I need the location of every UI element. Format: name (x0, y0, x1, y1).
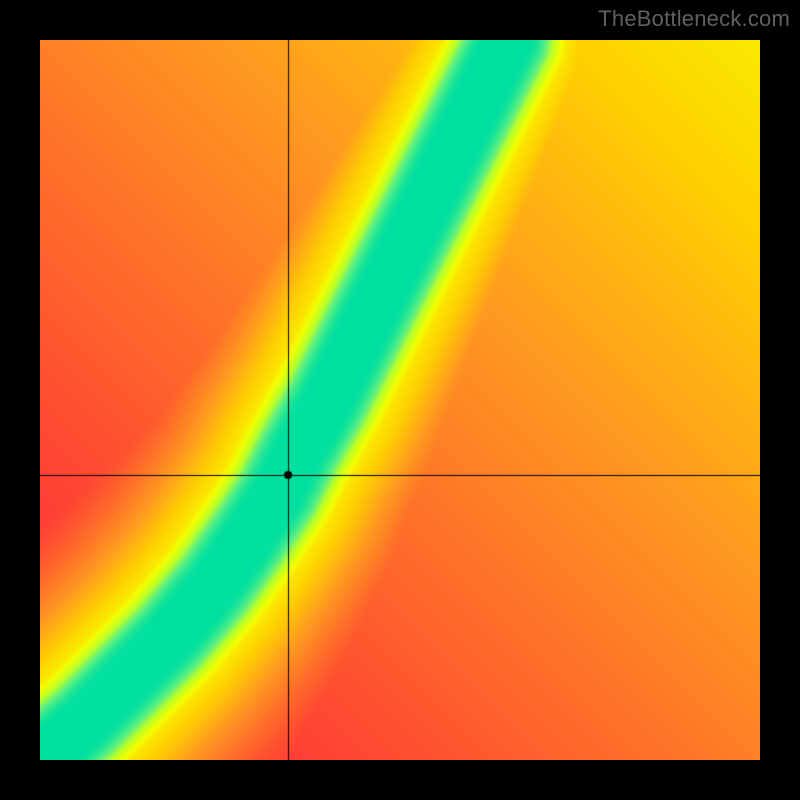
heatmap-canvas (40, 40, 760, 760)
chart-frame: TheBottleneck.com (0, 0, 800, 800)
watermark-text: TheBottleneck.com (598, 6, 790, 32)
